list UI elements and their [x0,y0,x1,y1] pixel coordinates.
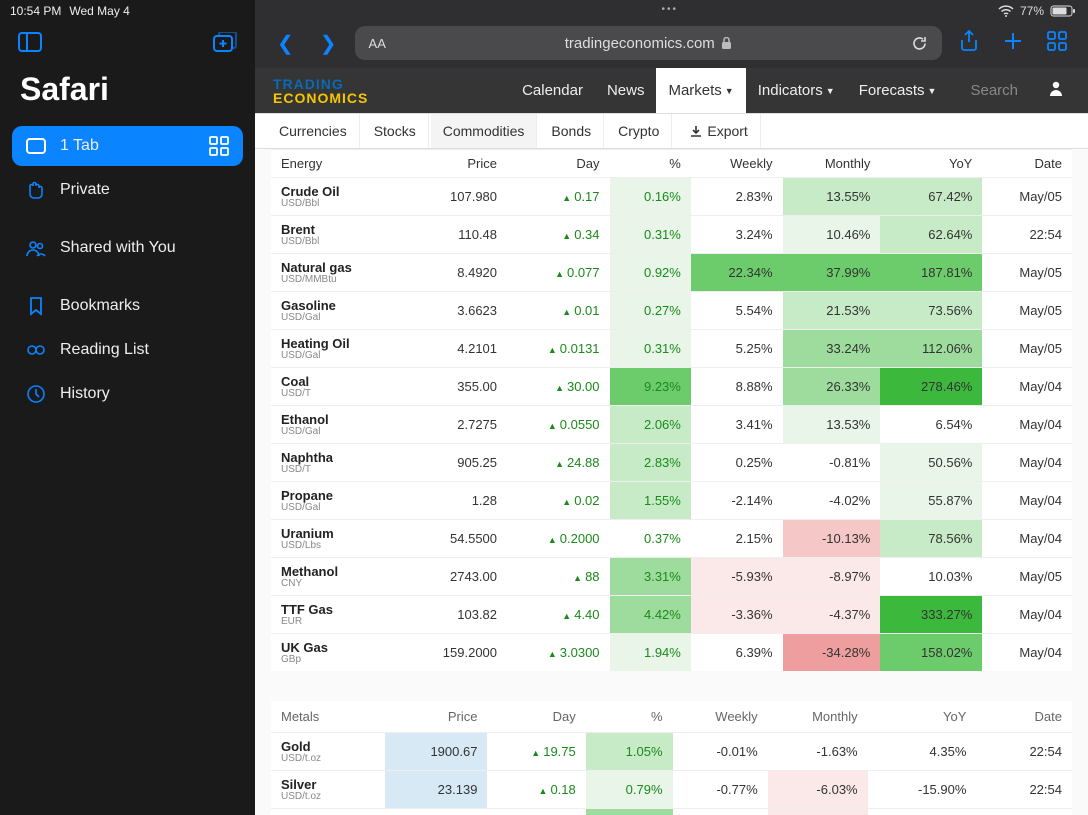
tabs-grid-icon[interactable] [1040,30,1074,57]
safari-sidebar: 10:54 PM Wed May 4 Safari 1 Tab Private … [0,0,255,815]
table-row[interactable]: Crude OilUSD/Bbl107.980▲0.170.16%2.83%13… [271,178,1072,216]
nav-indicators[interactable]: Indicators▼ [746,68,847,113]
subnav-stocks[interactable]: Stocks [362,114,429,148]
status-bar-left: 10:54 PM Wed May 4 [0,0,255,22]
table-row[interactable]: UK GasGBp159.2000▲3.03001.94%6.39%-34.28… [271,634,1072,672]
clock-icon [26,384,46,404]
nav-calendar[interactable]: Calendar [510,68,595,113]
metals-table: Metals Price Day % Weekly Monthly YoY Da… [271,701,1072,815]
hand-icon [26,180,46,200]
table-row[interactable]: MethanolCNY2743.00▲883.31%-5.93%-8.97%10… [271,558,1072,596]
forward-button[interactable]: ❯ [312,31,345,56]
new-tab-icon[interactable] [213,32,237,57]
table-row[interactable]: EthanolUSD/Gal2.7275▲0.05502.06%3.41%13.… [271,406,1072,444]
subnav: Currencies Stocks Commodities Bonds Cryp… [255,113,1088,149]
browser-toolbar: ❮ ❯ AA tradingeconomics.com [255,22,1088,68]
sidebar-item-label: Reading List [60,341,149,359]
status-time: 10:54 PM [10,4,61,18]
new-tab-plus-icon[interactable] [996,30,1030,57]
sidebar-item-label: Bookmarks [60,297,140,315]
share-icon[interactable] [952,30,986,57]
table-row[interactable]: PropaneUSD/Gal1.28▲0.021.55%-2.14%-4.02%… [271,482,1072,520]
sidebar-item-shared[interactable]: Shared with You [12,228,243,268]
subnav-currencies[interactable]: Currencies [267,114,360,148]
sidebar-item-label: 1 Tab [60,137,99,155]
table-row[interactable]: GasolineUSD/Gal3.6623▲0.010.27%5.54%21.5… [271,292,1072,330]
sidebar-item-reading[interactable]: Reading List [12,330,243,370]
sidebar-layout-icon[interactable] [18,32,42,57]
table-header-row: Energy Price Day % Weekly Monthly YoY Da… [271,150,1072,178]
sidebar-item-tab[interactable]: 1 Tab [12,126,243,166]
user-icon[interactable] [1034,80,1070,101]
status-date: Wed May 4 [69,4,129,18]
sidebar-item-private[interactable]: Private [12,170,243,210]
glasses-icon [26,340,46,360]
grid-icon[interactable] [209,136,229,156]
battery-pct: 77% [1020,4,1044,18]
table-row[interactable]: CoalUSD/T355.00▲30.009.23%8.88%26.33%278… [271,368,1072,406]
subnav-crypto[interactable]: Crypto [606,114,672,148]
url-bar[interactable]: AA tradingeconomics.com [355,26,942,60]
download-icon [690,125,702,137]
sidebar-item-history[interactable]: History [12,374,243,414]
wifi-icon [998,5,1014,17]
reload-icon[interactable] [911,35,928,52]
site-logo[interactable]: TRADINGECONOMICS [273,77,368,105]
table-row[interactable]: Heating OilUSD/Gal4.2101▲0.01310.31%5.25… [271,330,1072,368]
nav-markets[interactable]: Markets▼ [656,68,745,113]
subnav-export[interactable]: Export [678,114,760,148]
nav-forecasts[interactable]: Forecasts▼ [847,68,949,113]
subnav-bonds[interactable]: Bonds [539,114,604,148]
tables-area[interactable]: Energy Price Day % Weekly Monthly YoY Da… [255,149,1088,815]
subnav-commodities[interactable]: Commodities [431,114,538,148]
sidebar-item-label: Private [60,181,110,199]
table-row[interactable]: NaphthaUSD/T905.25▲24.882.83%0.25%-0.81%… [271,444,1072,482]
safari-title: Safari [0,65,255,124]
table-row[interactable]: Natural gasUSD/MMBtu8.4920▲0.0770.92%22.… [271,254,1072,292]
search-input[interactable]: Search [948,82,1034,99]
drag-handle-icon[interactable]: ••• [662,4,679,15]
lock-icon [721,37,732,50]
bookmark-icon [26,296,46,316]
table-row[interactable]: BrentUSD/Bbl110.48▲0.340.31%3.24%10.46%6… [271,216,1072,254]
page-content: TRADINGECONOMICS Calendar News Markets▼ … [255,68,1088,815]
sidebar-item-label: Shared with You [60,239,176,257]
back-button[interactable]: ❮ [269,31,302,56]
tab-icon [26,136,46,156]
energy-table: Energy Price Day % Weekly Monthly YoY Da… [271,149,1072,671]
table-row[interactable]: GoldUSD/t.oz1900.67▲19.751.05%-0.01%-1.6… [271,733,1072,771]
sidebar-item-label: History [60,385,110,403]
table-row[interactable]: UraniumUSD/Lbs54.5500▲0.20000.37%2.15%-1… [271,520,1072,558]
table-row[interactable]: TTF GasEUR103.82▲4.404.42%-3.36%-4.37%33… [271,596,1072,634]
table-row[interactable]: CopperUSD/Lbs4.4135▲0.0851.96%0.08%-6.78… [271,809,1072,815]
url-text: tradingeconomics.com [565,35,715,52]
sidebar-item-bookmarks[interactable]: Bookmarks [12,286,243,326]
text-size-button[interactable]: AA [369,36,386,51]
site-nav: Calendar News Markets▼ Indicators▼ Forec… [510,68,1070,113]
nav-news[interactable]: News [595,68,657,113]
browser-pane: ••• 77% ❮ ❯ AA tradingeconomics.com TRAD… [255,0,1088,815]
table-header-row: Metals Price Day % Weekly Monthly YoY Da… [271,701,1072,733]
people-icon [26,238,46,258]
site-header: TRADINGECONOMICS Calendar News Markets▼ … [255,68,1088,113]
table-row[interactable]: SilverUSD/t.oz23.139▲0.180.79%-0.77%-6.0… [271,771,1072,809]
battery-icon [1050,5,1076,17]
